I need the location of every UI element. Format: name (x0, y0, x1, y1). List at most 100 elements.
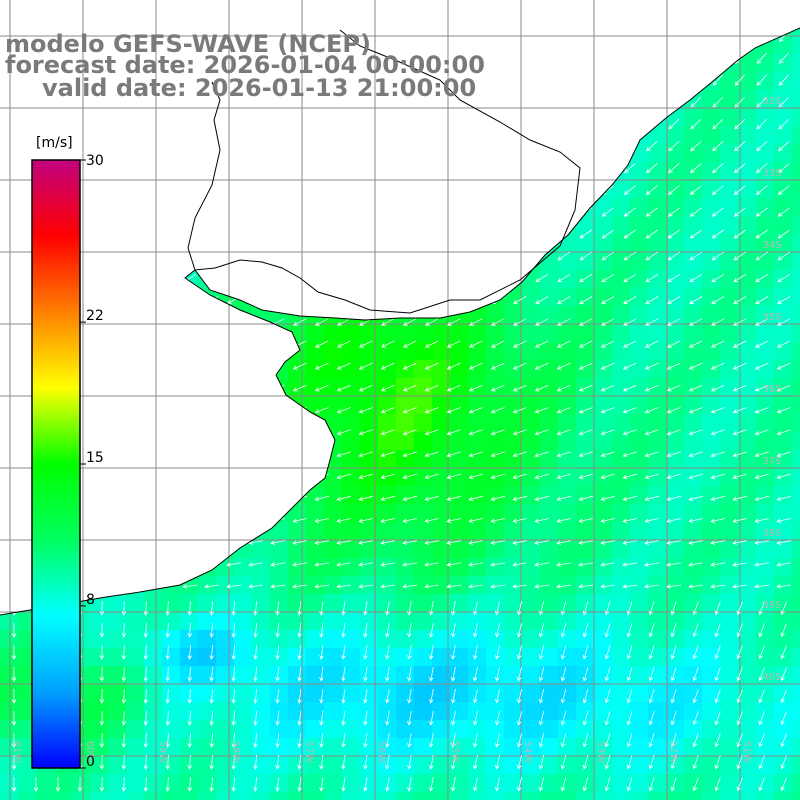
wind-cell (306, 576, 325, 595)
wind-cell (756, 486, 775, 505)
wind-arrow (579, 273, 593, 283)
wind-arrow (429, 645, 434, 660)
wind-cell (576, 432, 595, 451)
wind-cell (774, 198, 793, 217)
wind-cell (738, 648, 757, 667)
wind-cell (342, 324, 361, 343)
wind-arrow (429, 667, 434, 682)
wind-arrow (604, 755, 611, 770)
wind-cell (432, 756, 451, 775)
wind-cell (0, 648, 19, 667)
wind-arrow (538, 777, 545, 792)
colorbar-tick-label: 0 (86, 754, 95, 770)
wind-cell (594, 504, 613, 523)
wind-cell (468, 414, 487, 433)
wind-cell (270, 612, 289, 631)
wind-arrow (358, 562, 373, 567)
wind-cell (396, 684, 415, 703)
wind-cell (648, 396, 667, 415)
wind-cell (378, 522, 397, 541)
wind-cell (666, 558, 685, 577)
wind-cell (414, 432, 433, 451)
wind-cell (378, 684, 397, 703)
wind-arrow (622, 384, 637, 392)
wind-cell (252, 558, 271, 577)
wind-arrow (712, 118, 724, 130)
wind-cell (72, 792, 91, 800)
wind-arrow (292, 562, 307, 567)
wind-cell (342, 738, 361, 757)
wind-cell (630, 576, 649, 595)
wind-arrow (297, 777, 302, 792)
wind-cell (90, 630, 109, 649)
wind-arrow (538, 601, 545, 616)
wind-arrow (407, 667, 412, 682)
wind-cell (270, 702, 289, 721)
wind-cell (684, 126, 703, 145)
wind-cell (612, 216, 631, 235)
wind-cell (774, 180, 793, 199)
wind-cell (774, 522, 793, 541)
wind-cell (342, 630, 361, 649)
wind-arrow (165, 776, 171, 792)
wind-arrow (600, 451, 615, 458)
wind-arrow (336, 429, 351, 436)
wind-cell (234, 738, 253, 757)
wind-arrow (451, 601, 456, 616)
wind-cell (612, 414, 631, 433)
wind-cell (504, 630, 523, 649)
wind-arrow (490, 407, 505, 414)
wind-arrow (600, 584, 615, 589)
wind-cell (450, 720, 469, 739)
wind-arrow (688, 451, 703, 458)
wind-cell (432, 486, 451, 505)
wind-cell (576, 558, 595, 577)
wind-arrow (297, 601, 302, 616)
wind-cell (702, 774, 721, 793)
wind-cell (612, 774, 631, 793)
wind-arrow (292, 584, 307, 589)
wind-cell (594, 648, 613, 667)
wind-cell (540, 432, 559, 451)
wind-cell (468, 324, 487, 343)
wind-cell (774, 738, 793, 757)
wind-arrow (732, 362, 747, 370)
wind-cell (594, 612, 613, 631)
wind-arrow (667, 296, 681, 304)
wind-arrow (336, 562, 351, 567)
wind-arrow (689, 318, 703, 326)
wind-arrow (516, 755, 522, 770)
wind-cell (594, 558, 613, 577)
wind-cell (720, 792, 739, 800)
wind-cell (684, 180, 703, 199)
wind-cell (0, 720, 19, 739)
wind-cell (324, 666, 343, 685)
wind-arrow (648, 733, 655, 748)
wind-cell (144, 684, 163, 703)
wind-cell (486, 774, 505, 793)
wind-cell (378, 324, 397, 343)
wind-cell (792, 450, 800, 469)
wind-arrow (626, 645, 633, 660)
wind-cell (612, 630, 631, 649)
wind-cell (576, 288, 595, 307)
wind-arrow (231, 776, 236, 792)
wind-arrow (495, 733, 500, 748)
wind-arrow (495, 689, 500, 704)
wind-cell (792, 28, 800, 37)
wind-arrow (777, 251, 791, 261)
wind-cell (270, 630, 289, 649)
wind-cell (126, 594, 145, 613)
wind-arrow (666, 473, 681, 480)
wind-cell (576, 540, 595, 559)
wind-cell (0, 792, 19, 800)
wind-arrow (402, 495, 417, 502)
wind-arrow (473, 601, 478, 616)
wind-cell (738, 702, 757, 721)
colorbar-frame (31, 159, 81, 769)
wind-cell (378, 666, 397, 685)
wind-cell (774, 252, 793, 271)
wind-cell (144, 738, 163, 757)
wind-cell (792, 360, 800, 379)
wind-cell (666, 522, 685, 541)
